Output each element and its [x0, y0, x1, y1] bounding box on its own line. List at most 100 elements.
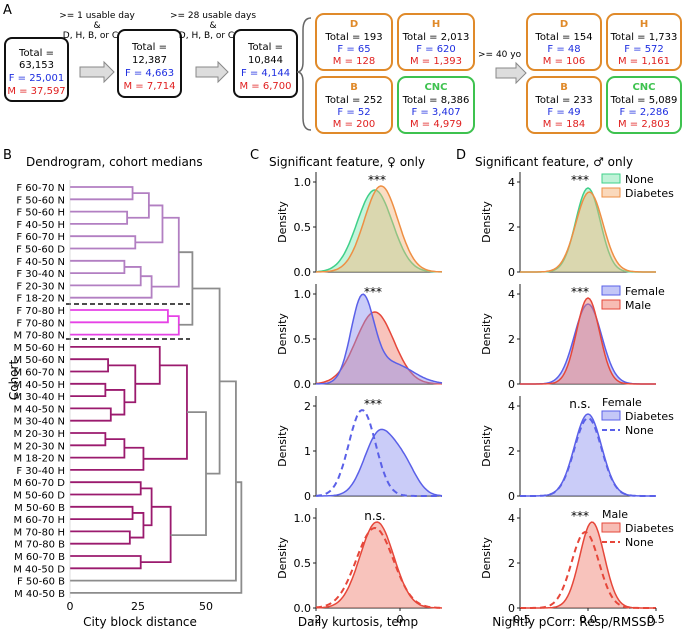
x-tick-label: -2: [311, 613, 322, 626]
y-tick-label: 0.5: [294, 557, 312, 570]
svg-text:M = 184: M = 184: [543, 119, 585, 130]
density-area-female: [316, 294, 442, 384]
dendrogram-leaf-label: F 40-50 N: [16, 257, 65, 268]
panel-d-xlabel: Nightly pCorr: Resp/RMSSD: [492, 615, 655, 629]
panel-d-title: Significant feature, ♂ only: [475, 155, 633, 169]
dendrogram-link: [70, 432, 107, 447]
flow-box-3: Total = 10,844 F = 4,144 M = 6,700: [233, 29, 298, 98]
density-line-none: [520, 416, 656, 497]
legend-swatch: [601, 522, 621, 533]
y-tick-label: 4: [508, 288, 515, 301]
legend-swatch: [601, 299, 621, 310]
dendrogram-link: [70, 438, 126, 459]
svg-text:H: H: [640, 19, 648, 30]
density-line-none: [315, 409, 442, 497]
svg-text:Total =: Total =: [247, 42, 283, 53]
svg-text:D, H, B, or CNC: D, H, B, or CNC: [63, 31, 131, 41]
x-tick-label: 0.5: [647, 613, 665, 626]
dendrogram-leaf-label: F 40-50 H: [16, 220, 65, 231]
dendrogram-link: [70, 446, 145, 471]
dendrogram-leaf-label: M 18-20 N: [13, 454, 65, 465]
svg-text:H: H: [432, 19, 440, 30]
dendrogram-link: [143, 364, 188, 460]
svg-text:>= 40 yo: >= 40 yo: [478, 50, 522, 60]
dendrogram-leaf-label: M 60-70 B: [14, 552, 65, 563]
y-tick-label: 0: [508, 266, 515, 279]
density-plots: 0.0 0.5 1.0 Density *** 0.0 0.5 1.0 Density *** 0 1…: [276, 172, 674, 626]
significance-label: ***: [364, 285, 382, 299]
svg-text:&: &: [209, 21, 216, 31]
y-tick-label: 0.0: [294, 266, 312, 279]
y-axis-label: Density: [276, 313, 289, 355]
density-plot-c3: 0 1 2 Density ***: [276, 396, 443, 503]
dendrogram-link: [70, 309, 169, 324]
svg-text:F = 49: F = 49: [547, 107, 580, 118]
density-area-none: [520, 188, 656, 272]
svg-text:Total = 193: Total = 193: [324, 32, 382, 43]
density-plot-c1: 0.0 0.5 1.0 Density ***: [276, 172, 443, 279]
dendrogram-leaf-label: F 30-40 H: [16, 466, 65, 477]
y-axis-label: Density: [480, 201, 493, 243]
svg-text:Total = 154: Total = 154: [534, 32, 592, 43]
y-tick-label: 1.0: [294, 512, 312, 525]
svg-text:D: D: [350, 19, 358, 30]
legend-label: None: [625, 173, 654, 186]
legend-swatch: [601, 187, 621, 198]
svg-text:F = 4,144: F = 4,144: [241, 68, 290, 79]
y-tick-label: 0.5: [294, 333, 312, 346]
density-line-diabetes: [520, 191, 656, 273]
dendrogram-link: [70, 407, 112, 422]
y-tick-label: 0.0: [294, 378, 312, 391]
dendrogram-leaf-label: M 40-50 N: [13, 404, 65, 415]
panel-c-title: Significant feature, ♀ only: [269, 155, 425, 169]
density-area-none: [316, 190, 442, 272]
dendrogram-leaf-label: M 50-60 B: [14, 503, 65, 514]
dendrogram-leaf-label: M 60-70 D: [13, 478, 65, 489]
svg-text:25: 25: [131, 600, 145, 613]
legend-title: Female: [602, 396, 642, 409]
significance-label: ***: [571, 285, 589, 299]
dendrogram-link: [135, 204, 164, 244]
dendrogram-leaf-label: F 20-30 N: [16, 281, 65, 292]
dendrogram-link: [70, 555, 142, 570]
dendrogram-link: [70, 382, 107, 397]
significance-label: ***: [571, 509, 589, 523]
dendrogram-leaf-label: F 70-80 H: [16, 306, 65, 317]
significance-label: n.s.: [364, 509, 386, 523]
dendrogram-link: [140, 505, 172, 564]
group-B-1: B Total = 252 F = 52 M = 200: [315, 76, 393, 134]
svg-text:Total = 252: Total = 252: [324, 95, 382, 106]
svg-text:>= 1 usable day: >= 1 usable day: [59, 11, 135, 21]
flow-arrow-3: >= 40 yo: [478, 50, 527, 85]
dendrogram-leaf-label: F 18-20 N: [16, 294, 65, 305]
svg-text:M = 1,161: M = 1,161: [618, 56, 670, 67]
group-H-2: H Total = 1,733 F = 572 M = 1,161: [606, 13, 682, 71]
dendrogram-link: [105, 389, 126, 416]
svg-text:B: B: [350, 82, 358, 93]
flow-arrow-1: >= 1 usable day & D, H, B, or CNC: [59, 11, 135, 84]
y-axis-label: Density: [480, 537, 493, 579]
density-area-diabetes: [520, 522, 656, 608]
y-axis-label: Density: [276, 201, 289, 243]
y-tick-label: 2: [508, 557, 515, 570]
x-tick-label: 0: [397, 613, 404, 626]
y-tick-label: 0: [508, 490, 515, 503]
y-tick-label: 4: [508, 512, 515, 525]
svg-text:>= 28 usable days: >= 28 usable days: [170, 11, 256, 21]
y-tick-label: 2: [508, 445, 515, 458]
dendrogram-leaf-label: M 40-50 H: [13, 380, 65, 391]
svg-text:M = 1,393: M = 1,393: [410, 56, 462, 67]
dendrogram-leaf-label: M 50-60 H: [13, 343, 65, 354]
y-tick-label: 2: [508, 333, 515, 346]
density-line-diabetes: [315, 521, 443, 609]
dendrogram-leaf-label: F 50-60 B: [17, 577, 65, 588]
group-H-1: H Total = 2,013 F = 620 M = 1,393: [397, 13, 475, 71]
density-area-female: [520, 304, 656, 384]
y-tick-label: 0.5: [294, 221, 312, 234]
group-CNC-1: CNC Total = 8,386 F = 3,407 M = 4,979: [397, 76, 475, 134]
group-B-2: B Total = 233 F = 49 M = 184: [526, 76, 602, 134]
panel-a-label: A: [3, 3, 12, 18]
